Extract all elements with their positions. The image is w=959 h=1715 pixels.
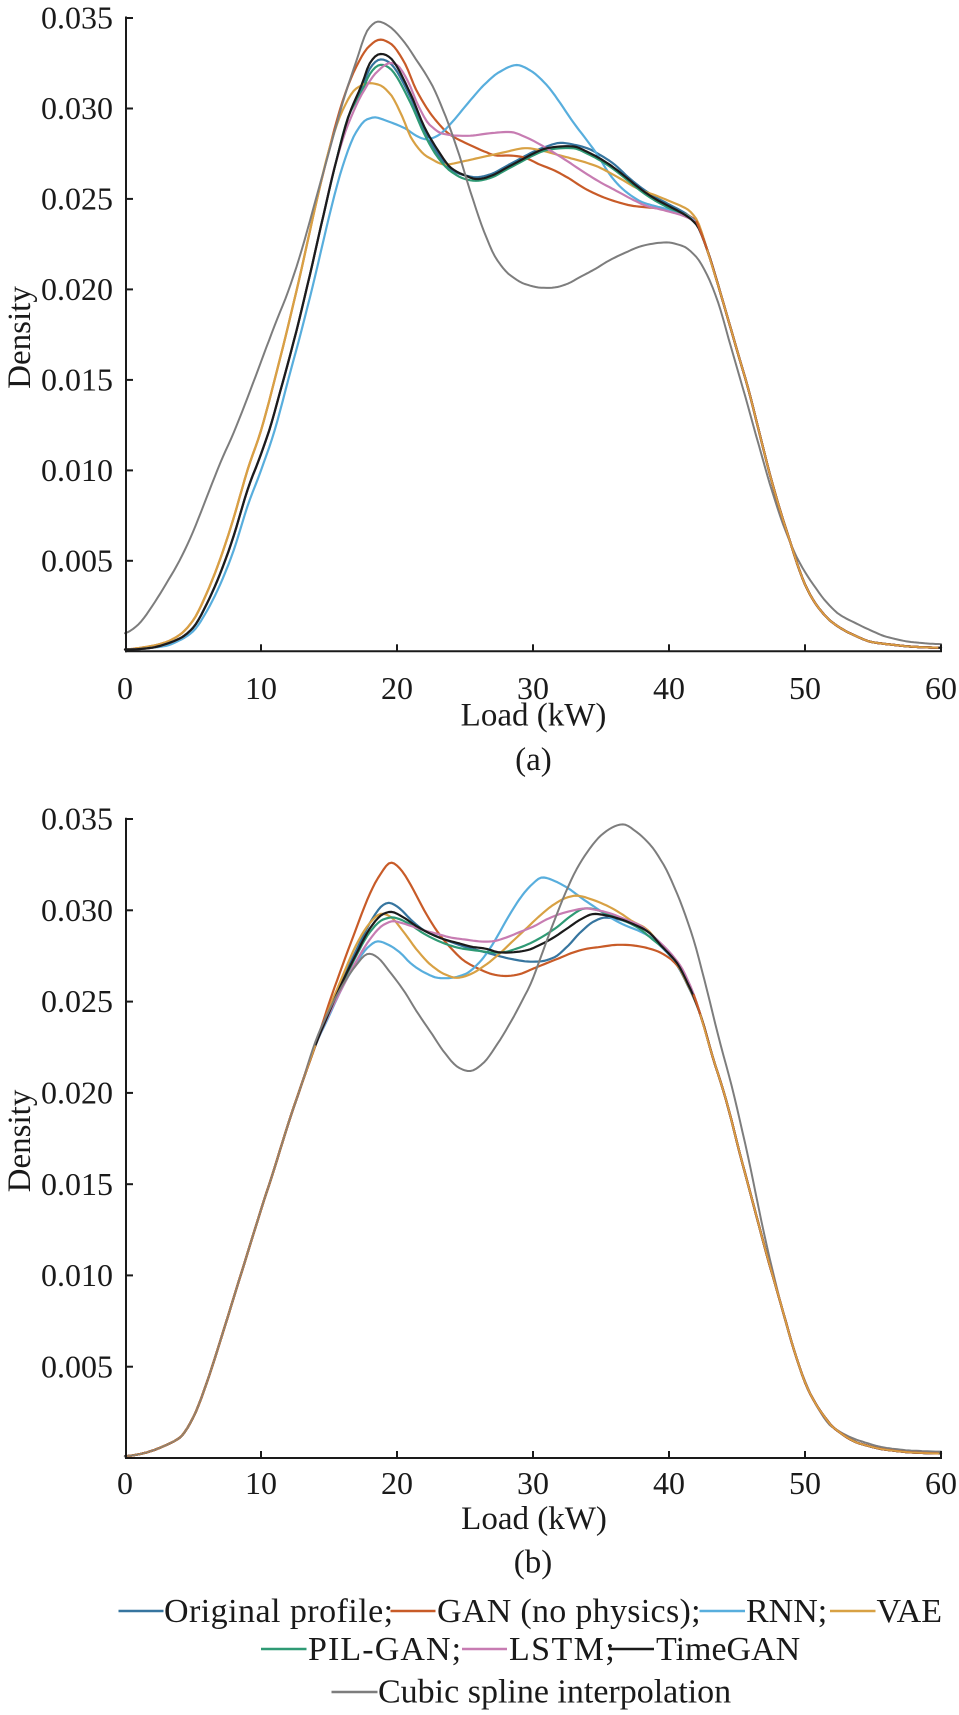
svg-text:GAN (no physics);: GAN (no physics); [437,1593,701,1630]
svg-text:(a): (a) [515,742,552,778]
svg-text:0.015: 0.015 [41,362,113,398]
svg-text:0.025: 0.025 [41,983,113,1019]
svg-text:LSTM;: LSTM; [509,1631,616,1668]
svg-text:0.025: 0.025 [41,181,113,217]
svg-text:Density: Density [2,1089,38,1192]
svg-text:0.030: 0.030 [41,892,113,928]
svg-text:0.010: 0.010 [41,452,113,488]
svg-text:0.010: 0.010 [41,1257,113,1293]
svg-text:(b): (b) [514,1545,552,1581]
svg-text:0.035: 0.035 [41,801,113,837]
svg-text:60: 60 [925,670,957,706]
svg-text:0.015: 0.015 [41,1166,113,1202]
svg-text:0: 0 [117,670,133,706]
svg-text:30: 30 [517,1465,549,1501]
svg-text:0: 0 [117,1465,133,1501]
svg-text:20: 20 [381,1465,413,1501]
svg-text:Original profile;: Original profile; [164,1593,394,1630]
svg-text:40: 40 [653,670,685,706]
svg-text:50: 50 [789,1465,821,1501]
svg-text:Density: Density [2,286,38,389]
svg-text:10: 10 [245,1465,277,1501]
svg-text:20: 20 [381,670,413,706]
svg-text:0.035: 0.035 [41,0,113,36]
svg-text:Cubic spline interpolation: Cubic spline interpolation [378,1674,731,1711]
svg-text:50: 50 [789,670,821,706]
svg-text:60: 60 [925,1465,957,1501]
svg-text:TimeGAN: TimeGAN [656,1631,800,1668]
svg-text:10: 10 [245,670,277,706]
svg-text:30: 30 [517,670,549,706]
svg-text:0.005: 0.005 [41,542,113,578]
svg-text:PIL-GAN;: PIL-GAN; [308,1631,462,1668]
svg-text:0.020: 0.020 [41,271,113,307]
svg-text:0.005: 0.005 [41,1348,113,1384]
svg-text:0.020: 0.020 [41,1075,113,1111]
svg-text:Load (kW): Load (kW) [461,1501,607,1537]
svg-text:VAE: VAE [877,1593,943,1630]
svg-text:40: 40 [653,1465,685,1501]
svg-text:0.030: 0.030 [41,90,113,126]
svg-text:RNN;: RNN; [746,1593,827,1630]
svg-text:Load (kW): Load (kW) [461,698,607,734]
